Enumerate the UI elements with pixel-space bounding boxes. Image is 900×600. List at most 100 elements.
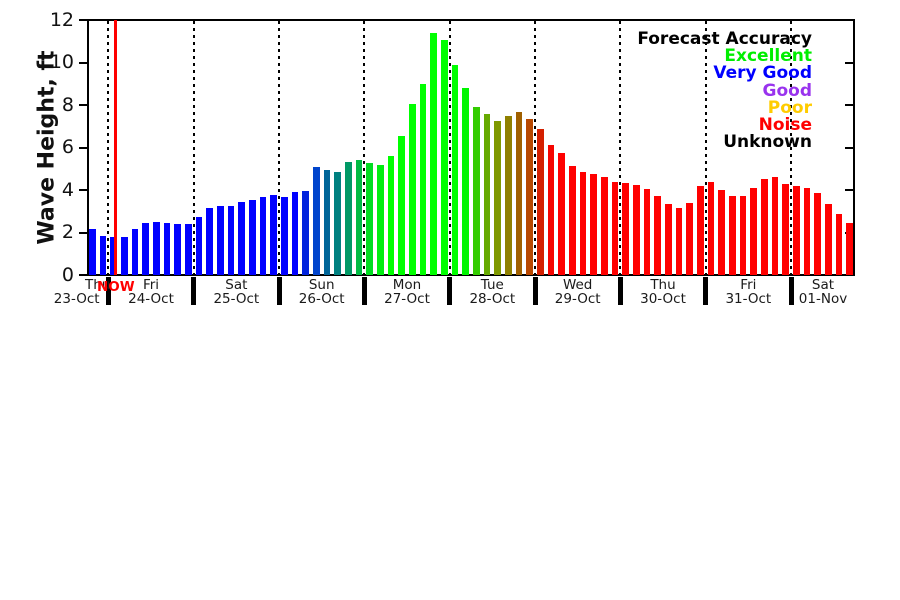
wave-bar [835,214,843,275]
wave-bar [792,185,800,275]
x-label-day-name: Wed [562,277,593,293]
wave-bar [771,177,779,275]
x-label-day-name: Sun [308,277,335,293]
x-axis-day-tick [532,277,538,305]
wave-bar [760,179,768,275]
wave-bar [728,196,736,275]
wave-bar [686,202,694,275]
wave-bar [174,224,182,275]
wave-bar [355,160,363,275]
y-tick-mark-left [79,274,87,276]
day-boundary-gridline [363,21,366,275]
x-label-day-name: Fri [740,277,757,293]
wave-bar [451,64,459,275]
wave-bar [323,169,331,275]
legend-entry-poor: Poor [767,97,812,118]
wave-bar [707,181,715,275]
x-axis-day-tick [447,277,453,305]
y-tick-label: 6 [61,136,74,158]
wave-bar [195,216,203,275]
wave-bar [611,181,619,275]
wave-bar [142,222,150,275]
wave-bar [302,191,310,275]
y-tick-mark-right [845,189,854,191]
day-boundary-gridline [278,21,280,275]
wave-bar [526,118,534,275]
wave-bar [419,83,427,275]
day-boundary-gridline [107,21,110,275]
x-label-day-name: Fri [142,277,160,293]
wave-bar [824,203,832,275]
x-label-day-name: Tue [480,277,504,293]
x-label-day-name: Mon [392,277,422,293]
x-axis-day-tick [191,277,197,305]
x-axis-day-tick [788,277,794,305]
y-tick-mark-left [79,231,87,234]
wave-bar [803,187,811,275]
x-axis-day-tick [361,277,367,305]
wave-bar [366,163,374,275]
wave-bar [334,171,342,275]
day-boundary-gridline [619,21,622,275]
wave-bar [248,199,256,275]
x-label-date: 29-Oct [554,291,601,307]
wave-bar [472,107,480,275]
wave-bar [440,40,448,275]
wave-bar [227,205,235,275]
wave-bar [398,135,406,275]
wave-bar [600,177,608,275]
wave-bar [515,112,523,275]
wave-bar [163,222,171,275]
wave-bar [590,174,598,275]
wave-bar [152,221,160,275]
legend-entry-good: Good [762,80,812,101]
x-label-date: 24-Oct [128,291,174,307]
wave-bar [483,113,491,275]
wave-bar [99,235,107,275]
wave-bar [270,195,278,275]
wave-bar [131,229,139,275]
wave-bar [312,166,320,275]
wave-bar [494,120,502,275]
x-label-date: 25-Oct [213,291,260,307]
x-label-day-name: Sat [811,277,835,293]
y-tick-label: 0 [61,263,74,286]
y-tick-label: 12 [49,8,74,31]
wave-bar [291,192,299,275]
y-tick-mark-left [79,61,87,64]
wave-bar [259,197,267,275]
forecast-accuracy-legend: Forecast Accuracy Excellent Very Good Good… [637,30,812,153]
wave-bar [622,182,630,275]
now-marker-line [114,20,118,275]
x-label-day-name: Thu [84,277,111,293]
legend-entry-very-good: Very Good [713,63,812,84]
wave-bar [782,183,790,275]
now-marker-label: NOW [96,279,135,295]
wave-bar [654,196,662,275]
x-axis-day-tick [617,277,623,305]
wave-bar [558,152,566,275]
wave-bar [387,156,395,275]
wave-bar [568,165,576,275]
y-tick-mark-right [845,61,854,64]
x-label-day-name: Thu [650,277,676,293]
wave-bar [206,208,214,275]
y-tick-mark-right [845,104,854,106]
y-tick-label: 2 [61,221,74,243]
x-label-date: 23-Oct [53,291,100,307]
wave-bar [430,32,438,275]
y-tick-label: 10 [49,51,74,73]
wave-bar [547,145,555,275]
x-label-date: 26-Oct [298,291,345,307]
y-tick-label: 4 [61,178,74,201]
wave-bar [643,188,651,275]
wave-bar [504,115,512,275]
wave-bar [88,229,96,275]
legend-entry-noise: Noise [758,115,812,136]
legend-entry-unknown: Unknown [723,132,812,153]
x-label-date: 30-Oct [640,291,686,307]
wave-bar [814,193,822,275]
wave-bar [184,224,192,275]
wave-bar [632,184,640,275]
